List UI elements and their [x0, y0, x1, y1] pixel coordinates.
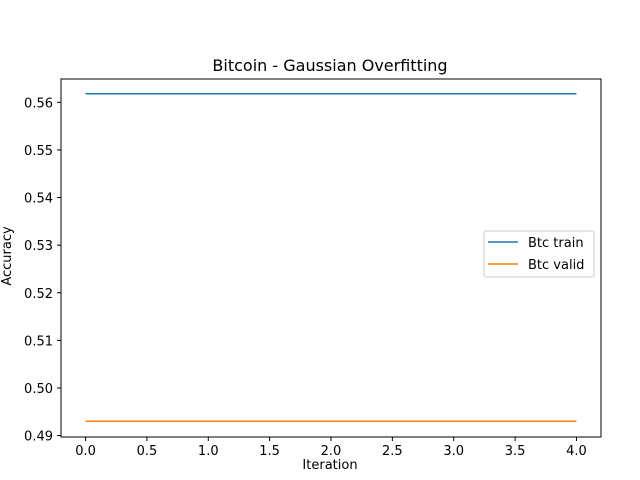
legend: Btc train Btc valid — [483, 230, 595, 278]
x-tick-label: 1.0 — [198, 444, 219, 459]
x-axis: 0.0 0.5 1.0 1.5 2.0 2.5 3.0 3.5 4.0 — [75, 437, 587, 459]
legend-label-1: Btc train — [528, 236, 584, 251]
x-tick-label: 2.0 — [321, 444, 342, 459]
legend-label-2: Btc valid — [528, 258, 584, 273]
x-tick-label: 0.0 — [75, 444, 96, 459]
y-tick-label: 0.56 — [24, 96, 53, 111]
y-tick-label: 0.49 — [24, 430, 53, 445]
y-axis: 0.49 0.50 0.51 0.52 0.53 0.54 0.55 0.56 — [24, 96, 61, 445]
x-tick-label: 3.5 — [505, 444, 526, 459]
x-axis-label: Iteration — [302, 458, 357, 473]
y-tick-label: 0.52 — [24, 287, 53, 302]
plot-area — [85, 93, 577, 423]
y-tick-label: 0.53 — [24, 239, 53, 254]
x-tick-label: 2.5 — [382, 444, 403, 459]
y-tick-label: 0.50 — [24, 382, 53, 397]
y-tick-label: 0.55 — [24, 144, 53, 159]
chart-title: Bitcoin - Gaussian Overfitting — [212, 56, 447, 75]
y-axis-label: Accuracy — [0, 226, 15, 286]
x-tick-label: 3.0 — [443, 444, 464, 459]
y-tick-label: 0.51 — [24, 334, 53, 349]
y-tick-label: 0.54 — [24, 192, 53, 207]
x-tick-label: 1.5 — [259, 444, 280, 459]
x-tick-label: 0.5 — [137, 444, 158, 459]
x-tick-label: 4.0 — [566, 444, 587, 459]
